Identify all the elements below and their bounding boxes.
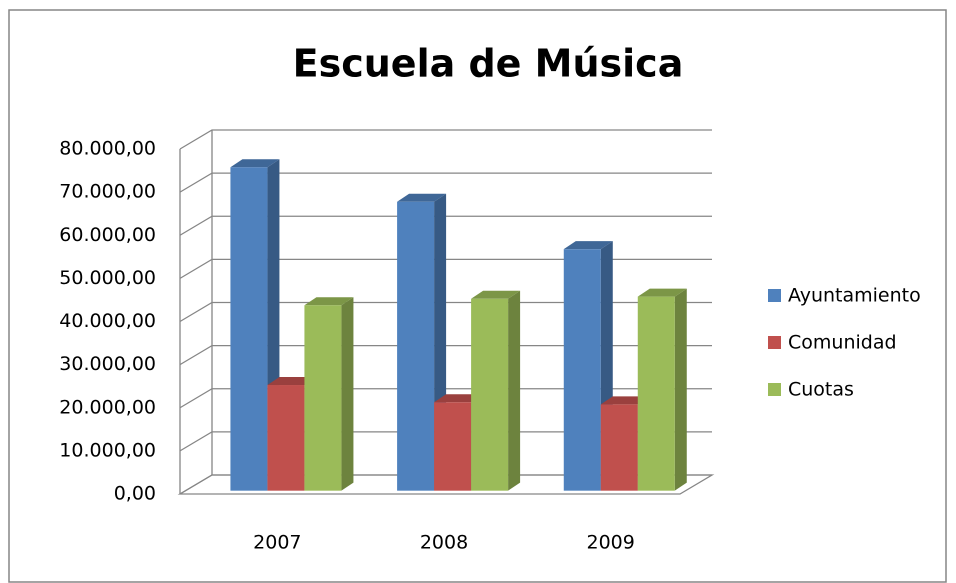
y-tick-label: 50.000,00: [59, 267, 156, 289]
x-tick-label: 2008: [420, 532, 468, 554]
bar: [563, 249, 601, 491]
legend-label: Cuotas: [788, 379, 854, 401]
bar: [397, 201, 435, 491]
chart-title: Escuela de Música: [293, 42, 684, 86]
legend-swatch: [768, 336, 781, 349]
legend-label: Comunidad: [788, 332, 897, 354]
bar: [304, 305, 342, 491]
bar-top: [471, 290, 521, 299]
bar-top: [267, 377, 317, 386]
bar-side: [674, 288, 687, 491]
bar-top: [563, 241, 613, 250]
bar-top: [600, 396, 650, 405]
y-tick-label: 20.000,00: [59, 396, 156, 418]
legend-swatch: [768, 383, 781, 396]
y-tick-label: 40.000,00: [59, 310, 156, 332]
y-tick-label: 60.000,00: [59, 224, 156, 246]
bar-top: [397, 193, 447, 202]
bar-top: [637, 288, 687, 297]
y-tick-label: 80.000,00: [59, 138, 156, 160]
y-tick-label: 70.000,00: [59, 181, 156, 203]
x-tick-label: 2009: [586, 532, 634, 554]
bar-top: [434, 394, 484, 403]
legend-swatch: [768, 289, 781, 302]
bar: [267, 385, 305, 491]
bar-top: [304, 297, 354, 306]
y-tick-label: 10.000,00: [59, 439, 156, 461]
bar: [434, 402, 472, 491]
bar: [600, 404, 638, 491]
bar: [230, 167, 268, 491]
bar-side: [341, 297, 354, 491]
bar: [637, 296, 675, 491]
x-tick-label: 2007: [253, 532, 301, 554]
legend-label: Ayuntamiento: [788, 285, 921, 307]
bar-side: [508, 290, 521, 491]
y-tick-label: 0,00: [114, 483, 156, 505]
y-tick-label: 30.000,00: [59, 353, 156, 375]
bar-top: [230, 159, 280, 168]
bar: [471, 298, 509, 491]
